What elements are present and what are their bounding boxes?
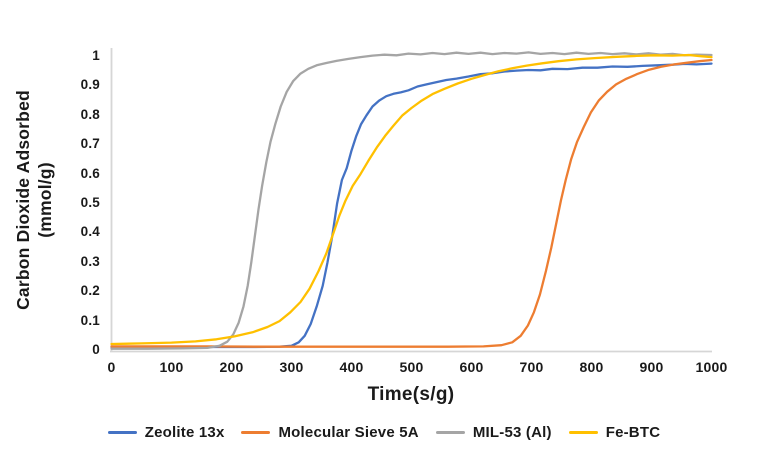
legend-item-fe-btc: Fe-BTC (568, 424, 661, 441)
y-tick-label: 0.9 (80, 77, 100, 93)
series-line-zeolite-13x (110, 62, 713, 349)
x-axis-title: Time(s/g) (367, 384, 455, 405)
x-tick-label: 800 (579, 359, 604, 375)
x-tick-label: 100 (159, 359, 184, 375)
legend-line-swatch (435, 431, 465, 434)
legend-label: Fe-BTC (605, 424, 661, 441)
legend-label: Zeolite 13x (144, 424, 225, 441)
legend-item-molecular-sieve-5a: Molecular Sieve 5A (241, 424, 419, 441)
x-tick-label: 0 (107, 359, 116, 375)
legend-line-swatch (107, 431, 137, 434)
legend-item-mil-53-al-: MIL-53 (Al) (435, 424, 552, 441)
series-line-fe-btc (110, 53, 713, 346)
series-line-molecular-sieve-5a (110, 58, 713, 348)
x-tick-label: 1000 (695, 359, 728, 375)
x-tick-label: 900 (639, 359, 664, 375)
legend-label: Molecular Sieve 5A (278, 424, 419, 441)
x-tick-label: 500 (399, 359, 424, 375)
y-tick-label: 0.3 (80, 253, 100, 269)
legend: Zeolite 13x Molecular Sieve 5A MIL-53 (Al)… (0, 424, 768, 441)
y-tick-label: 1 (92, 48, 100, 63)
x-tick-label: 700 (519, 359, 544, 375)
series-line-mil-53-al- (110, 51, 713, 350)
y-tick-label: 0.7 (80, 136, 100, 152)
legend-line-swatch (241, 431, 271, 434)
y-tick-label: 0.5 (80, 195, 100, 210)
x-tick-label: 200 (219, 359, 244, 375)
y-tick-label: 0.8 (80, 106, 100, 122)
y-tick-label: 0.6 (80, 165, 100, 181)
legend-line-swatch (568, 431, 598, 434)
legend-label: MIL-53 (Al) (472, 424, 552, 441)
plot-area (110, 48, 713, 353)
y-tick-label: 0 (92, 342, 100, 357)
x-tick-label: 600 (459, 359, 484, 375)
x-tick-label: 400 (339, 359, 364, 375)
y-tick-label: 0.4 (80, 224, 100, 240)
x-tick-label: 300 (279, 359, 304, 375)
y-tick-label: 0.1 (80, 312, 100, 328)
legend-item-zeolite-13x: Zeolite 13x (107, 424, 225, 441)
y-tick-label: 0.2 (80, 283, 100, 299)
